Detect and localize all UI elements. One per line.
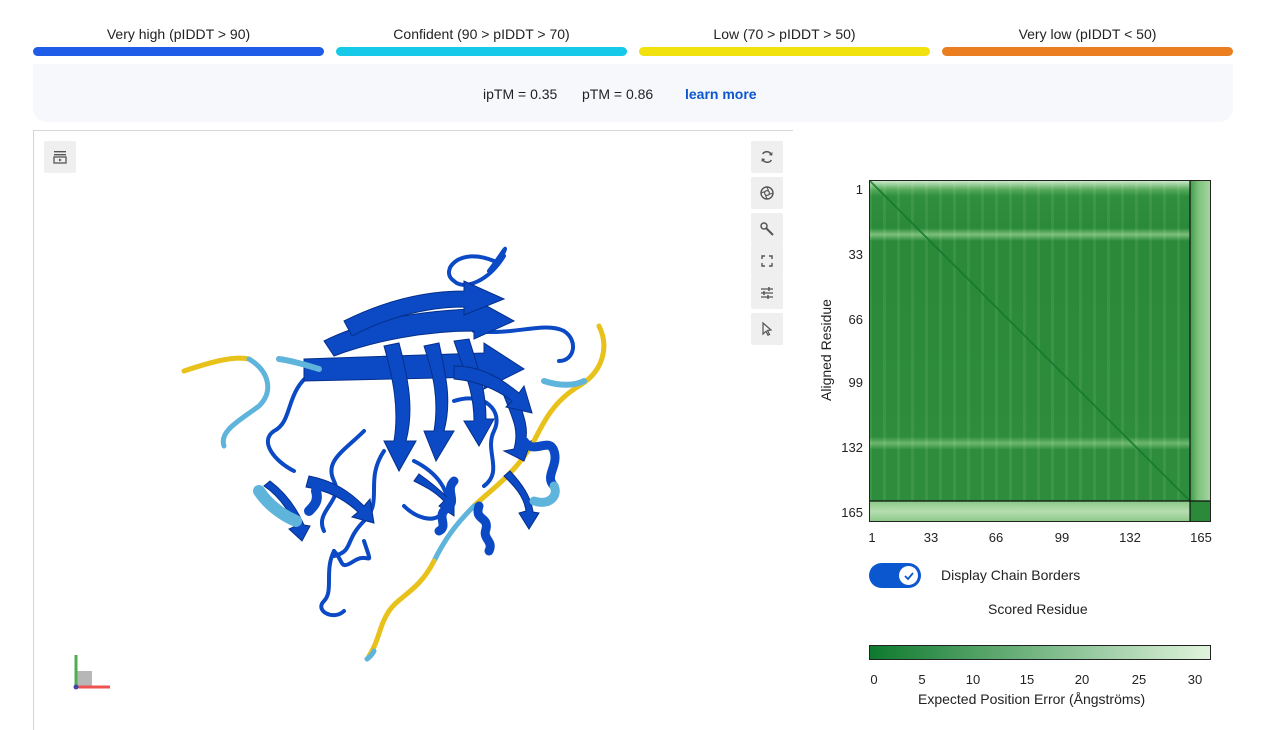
pae-block-chain-b: [1190, 501, 1211, 522]
pae-colorbar: [869, 645, 1211, 660]
legend-swatch: [639, 47, 930, 56]
sliders-button[interactable]: [751, 277, 783, 309]
pae-block-a-vs-b: [1190, 180, 1211, 501]
pae-y-tick: 33: [848, 247, 863, 262]
rotate-icon: [761, 150, 773, 164]
pae-y-tick: 66: [848, 312, 863, 327]
structure-viewer[interactable]: [33, 130, 793, 730]
legend-confident: Confident (90 > pIDDT > 70): [336, 24, 627, 56]
legend-label: Low (70 > pIDDT > 50): [713, 26, 856, 42]
pae-y-tick: 1: [855, 182, 863, 197]
pae-y-tick: 132: [841, 440, 863, 455]
play-stack-button[interactable]: [44, 141, 76, 173]
legend-swatch: [942, 47, 1233, 56]
confidence-metrics: ipTM = 0.35 pTM = 0.86 learn more: [33, 64, 1233, 122]
colorbar-tick: 0: [870, 672, 878, 687]
checkmark-icon: [903, 571, 914, 580]
pae-matrix-cells: [869, 180, 1211, 522]
legend-swatch: [33, 47, 324, 56]
pae-x-tick: 165: [1190, 530, 1212, 545]
sliders-icon: [761, 287, 773, 299]
legend-very-low: Very low (pIDDT < 50): [942, 24, 1233, 56]
display-chain-borders-toggle[interactable]: [869, 563, 921, 588]
pae-x-tick: 33: [923, 530, 939, 545]
pae-x-axis-label: Scored Residue: [988, 601, 1088, 617]
toggle-knob: [899, 566, 918, 585]
pae-y-tick: 99: [848, 375, 863, 390]
legend-very-high: Very high (pIDDT > 90): [33, 24, 324, 56]
colorbar-tick: 30: [1187, 672, 1203, 687]
fullscreen-button[interactable]: [751, 245, 783, 277]
camera-icon: [760, 186, 774, 200]
pae-chain-borders: [869, 180, 1211, 522]
colorbar-tick: 5: [918, 672, 926, 687]
colorbar-tick: 10: [965, 672, 981, 687]
ptm-value: pTM = 0.86: [582, 86, 654, 102]
legend-swatch: [336, 47, 627, 56]
legend-label: Confident (90 > pIDDT > 70): [393, 26, 570, 42]
fullscreen-icon: [761, 255, 773, 267]
play-stack-icon: [53, 151, 67, 164]
camera-button[interactable]: [751, 177, 783, 209]
pae-x-tick: 99: [1054, 530, 1070, 545]
iptm-value: ipTM = 0.35: [483, 86, 558, 102]
pae-diagonal: [869, 180, 1191, 502]
protein-structure-render[interactable]: [34, 131, 734, 691]
display-chain-borders-label: Display Chain Borders: [941, 567, 1081, 583]
cursor-icon: [762, 321, 773, 336]
rotate-button[interactable]: [751, 141, 783, 173]
select-cursor-button[interactable]: [751, 313, 783, 345]
pae-x-tick: 132: [1119, 530, 1141, 545]
colorbar-tick: 25: [1131, 672, 1147, 687]
legend-low: Low (70 > pIDDT > 50): [639, 24, 930, 56]
pae-x-tick: 1: [868, 530, 876, 545]
pae-heatmap[interactable]: [869, 180, 1211, 522]
legend-label: Very low (pIDDT < 50): [1018, 26, 1157, 42]
pae-block-b-vs-a: [869, 501, 1190, 522]
legend-label: Very high (pIDDT > 90): [106, 26, 251, 42]
pae-y-tick: 165: [841, 505, 863, 520]
colorbar-label: Expected Position Error (Ångströms): [918, 691, 1146, 707]
learn-more-link[interactable]: learn more: [685, 86, 757, 102]
settings-wrench-button[interactable]: [751, 213, 783, 245]
pae-x-tick: 66: [988, 530, 1004, 545]
axes-orientation-icon: [73, 655, 110, 690]
wrench-icon: [760, 222, 774, 236]
colorbar-tick: 15: [1019, 672, 1035, 687]
colorbar-tick: 20: [1074, 672, 1090, 687]
